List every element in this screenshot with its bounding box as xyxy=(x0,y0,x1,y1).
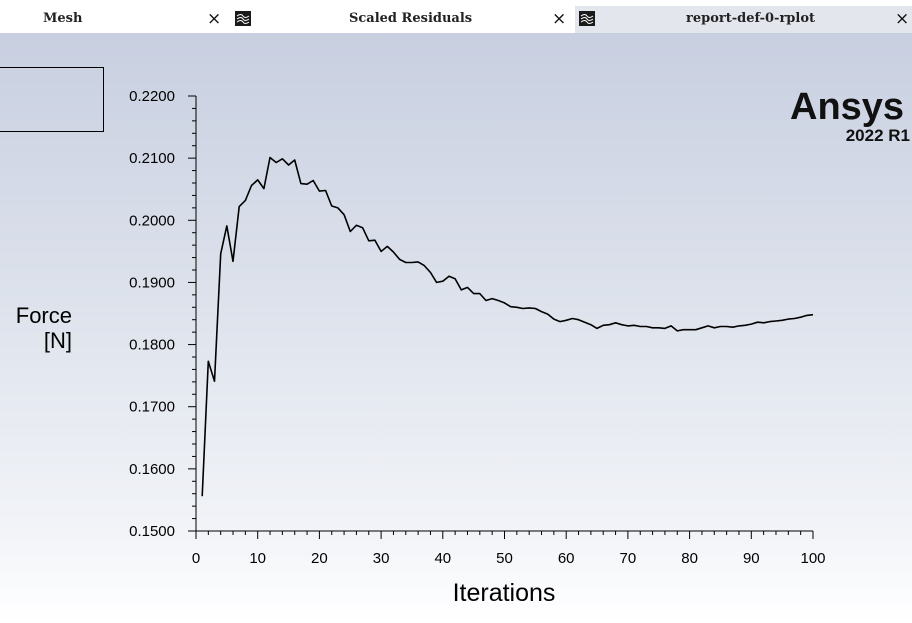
y-tick-label: 0.1500 xyxy=(129,523,175,540)
report-plot-icon xyxy=(579,11,595,26)
x-tick-label: 10 xyxy=(249,550,266,567)
y-tick-label: 0.1900 xyxy=(129,274,175,291)
tab-bar: Mesh × Scaled Residuals × report-def-0-r… xyxy=(0,0,912,33)
y-tick-label: 0.2200 xyxy=(129,88,175,105)
x-tick-label: 0 xyxy=(192,550,200,567)
tab-close-button[interactable]: × xyxy=(207,9,222,29)
y-tick-label: 0.2100 xyxy=(129,150,175,167)
tab-close-button[interactable]: × xyxy=(895,9,910,29)
x-tick-label: 40 xyxy=(434,550,451,567)
ansys-logo: Ansys 2022 R1 xyxy=(790,86,912,149)
x-tick-label: 50 xyxy=(496,550,513,567)
x-tick-label: 20 xyxy=(311,550,328,567)
logo-version: 2022 R1 xyxy=(845,126,910,145)
tab-label: Mesh xyxy=(43,11,83,26)
tab-mesh[interactable]: Mesh × xyxy=(0,6,230,33)
x-tick-label: 30 xyxy=(373,550,390,567)
y-axis: 0.1500 0.1600 0.1700 0.1800 0.1900 0.2000 0.21… xyxy=(129,88,197,540)
logo-name: Ansys xyxy=(790,86,905,128)
tab-label: report-def-0-rplot xyxy=(686,11,816,26)
y-tick-label: 0.1800 xyxy=(129,337,175,354)
tab-label: Scaled Residuals xyxy=(349,11,473,26)
x-tick-label: 100 xyxy=(800,550,825,567)
x-tick-label: 90 xyxy=(743,550,760,567)
y-tick-label: 0.1600 xyxy=(129,461,175,478)
legend-box xyxy=(0,67,104,132)
y-axis-unit: [N] xyxy=(44,328,72,353)
force-chart: 0.1500 0.1600 0.1700 0.1800 0.1900 0.2000 0.21… xyxy=(16,88,826,607)
tab-close-button[interactable]: × xyxy=(552,9,567,29)
x-tick-label: 70 xyxy=(620,550,637,567)
tab-report-def-0-rplot[interactable]: report-def-0-rplot × xyxy=(575,6,912,33)
x-tick-label: 80 xyxy=(681,550,698,567)
y-axis-label: Force xyxy=(16,303,72,328)
y-tick-label: 0.2000 xyxy=(129,212,175,229)
x-tick-label: 60 xyxy=(558,550,575,567)
residuals-plot-icon xyxy=(235,11,251,26)
plot-area[interactable]: Ansys 2022 R1 0.1500 0.1600 0.1700 0.1800 0.… xyxy=(0,33,912,623)
series-layer xyxy=(201,156,814,497)
y-tick-label: 0.1700 xyxy=(129,399,175,416)
x-axis-label: Iterations xyxy=(453,579,556,607)
series-line xyxy=(201,156,814,497)
tab-scaled-residuals[interactable]: Scaled Residuals × xyxy=(230,6,575,33)
x-axis: 0 10 20 30 40 50 60 70 80 90 100 xyxy=(192,530,826,567)
